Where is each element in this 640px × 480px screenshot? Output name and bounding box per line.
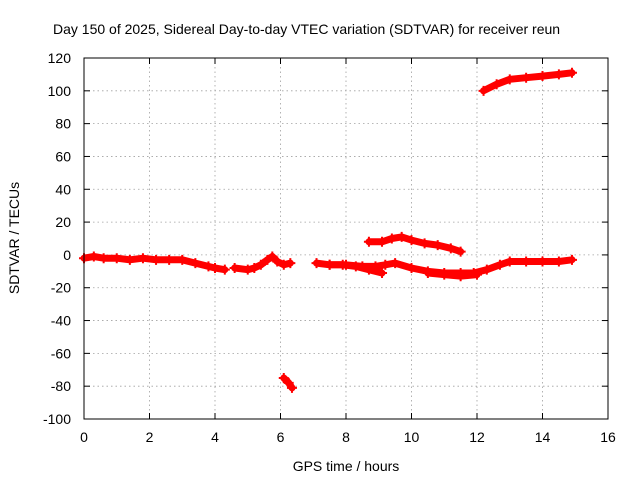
data-point	[406, 263, 417, 274]
x-tick-label: 12	[469, 429, 485, 445]
data-point	[98, 253, 109, 264]
data-point	[242, 264, 253, 275]
data-point	[439, 269, 450, 280]
data-point	[177, 254, 188, 265]
data-point	[272, 256, 283, 267]
series-track-2	[229, 251, 296, 275]
data-point	[566, 254, 577, 265]
x-tick-label: 0	[80, 429, 88, 445]
data-point	[553, 256, 564, 267]
data-point	[491, 79, 502, 90]
data-point	[396, 231, 407, 242]
x-tick-label: 6	[277, 429, 285, 445]
data-point	[285, 258, 296, 269]
data-point	[311, 258, 322, 269]
data-point	[521, 256, 532, 267]
data-point	[390, 258, 401, 269]
data-point	[386, 233, 397, 244]
data-point	[357, 261, 368, 272]
series-track-7	[422, 267, 482, 282]
data-point	[341, 259, 351, 270]
data-point	[151, 254, 162, 265]
x-tick-label: 16	[600, 429, 616, 445]
chart-title: Day 150 of 2025, Sidereal Day-to-day VTE…	[53, 21, 560, 37]
data-point	[419, 238, 430, 249]
y-tick-label: 80	[55, 116, 71, 132]
data-point	[255, 259, 266, 270]
x-tick-label: 2	[146, 429, 154, 445]
y-tick-label: -80	[51, 378, 71, 394]
y-tick-label: 20	[55, 214, 71, 230]
y-tick-label: 60	[55, 148, 71, 164]
data-point	[111, 253, 122, 264]
data-point	[521, 72, 532, 83]
data-point	[363, 236, 374, 247]
data-point	[286, 382, 297, 393]
data-point	[537, 71, 548, 82]
data-point	[137, 253, 148, 264]
data-point	[504, 256, 515, 267]
data-point	[553, 69, 564, 80]
x-tick-label: 8	[342, 429, 350, 445]
data-point	[88, 251, 99, 262]
data-point	[432, 240, 443, 251]
y-tick-label: -40	[51, 313, 71, 329]
x-tick-label: 10	[404, 429, 420, 445]
y-tick-label: 120	[48, 50, 72, 66]
data-point	[219, 264, 230, 275]
data-point	[190, 258, 201, 269]
data-point	[249, 263, 260, 274]
series-track-1	[79, 251, 230, 275]
series-trace	[424, 269, 481, 280]
data-point	[481, 264, 492, 275]
plot-frame	[83, 57, 609, 420]
data-point	[494, 259, 505, 270]
data-point	[203, 261, 214, 272]
data-point	[377, 236, 388, 247]
y-tick-label: -20	[51, 280, 71, 296]
data-point	[324, 259, 335, 270]
data-point	[164, 254, 175, 265]
x-tick-label: 14	[535, 429, 551, 445]
y-tick-label: 40	[55, 181, 71, 197]
data-point	[380, 259, 391, 270]
data-point	[210, 263, 220, 274]
data-point	[455, 271, 466, 282]
y-tick-label: -60	[51, 345, 71, 361]
y-tick-label: 0	[63, 247, 71, 263]
data-point	[267, 251, 278, 262]
data-point	[566, 67, 577, 78]
data-point	[278, 259, 289, 270]
grid	[84, 58, 608, 419]
series-track-6	[363, 231, 466, 257]
data-point	[504, 74, 515, 85]
data-point	[370, 261, 381, 272]
axis-ticks: 0 2 4 6 8 10 12 14 16 -100 -80 -60 -40 -20 0 20 40 60 80 10…	[43, 50, 616, 445]
series-trace	[231, 253, 294, 274]
series-track-3	[278, 372, 297, 393]
data-point	[278, 372, 289, 383]
x-axis-label: GPS time / hours	[293, 458, 400, 474]
x-tick-label: 4	[211, 429, 219, 445]
data-point	[537, 256, 548, 267]
data-point	[478, 85, 489, 96]
data-point	[445, 243, 456, 254]
data-point	[472, 269, 482, 280]
data-series	[79, 67, 577, 393]
data-point	[124, 254, 135, 265]
data-point	[455, 246, 466, 257]
series-track-8	[478, 67, 577, 96]
data-point	[229, 263, 240, 274]
y-axis-label: SDTVAR / TECUs	[6, 182, 22, 294]
y-tick-label: 100	[48, 83, 72, 99]
data-point	[377, 267, 388, 278]
data-point	[422, 267, 433, 278]
y-tick-label: -100	[43, 411, 71, 427]
data-point	[406, 235, 417, 246]
